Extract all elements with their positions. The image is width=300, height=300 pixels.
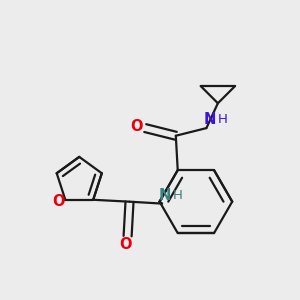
Text: O: O	[130, 119, 143, 134]
Text: H: H	[172, 189, 182, 202]
Text: O: O	[52, 194, 65, 209]
Text: H: H	[218, 113, 227, 126]
Text: N: N	[203, 112, 216, 127]
Text: O: O	[119, 237, 132, 252]
Text: N: N	[159, 188, 171, 203]
